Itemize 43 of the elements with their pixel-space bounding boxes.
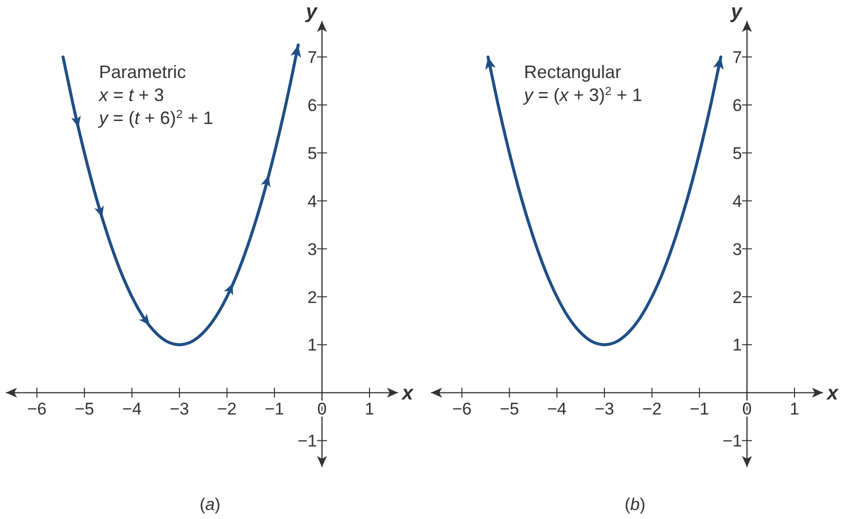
x-tick-label: −1 — [264, 400, 284, 419]
y-tick-label: 3 — [732, 240, 742, 259]
x-tick-label: −2 — [642, 400, 662, 419]
y-tick-label: 4 — [732, 192, 742, 211]
x-tick-label: −5 — [500, 400, 520, 419]
text: (a) — [200, 495, 220, 514]
y-tick-label: −1 — [298, 432, 317, 451]
text: (b) — [624, 495, 646, 514]
x-tick-label: 1 — [790, 400, 800, 419]
y-tick-label: 2 — [308, 288, 317, 307]
y-tick-label: 7 — [732, 48, 742, 67]
y-tick-label: 1 — [308, 336, 317, 355]
x-axis-title: x — [401, 382, 414, 405]
x-tick-label: −4 — [122, 400, 142, 419]
y-tick-label: 5 — [732, 144, 742, 163]
y-tick-label: 4 — [308, 192, 317, 211]
y-tick-label: 5 — [308, 144, 317, 163]
annotation: x = t + 3 — [98, 85, 164, 105]
y-tick-label: 3 — [308, 240, 317, 259]
x-tick-label: −2 — [217, 400, 237, 419]
line-series — [62, 43, 300, 346]
y-tick-label: −1 — [722, 432, 742, 451]
x-tick-label: −5 — [74, 400, 94, 419]
y-tick-label: 2 — [732, 288, 742, 307]
y-axis-title: y — [730, 1, 743, 23]
line-series — [486, 55, 722, 346]
annotation: Parametric — [99, 62, 186, 82]
x-tick-label: −1 — [690, 400, 710, 419]
x-tick-label: −6 — [452, 400, 472, 419]
y-tick-label: 7 — [308, 48, 317, 67]
x-tick-label: −6 — [27, 400, 47, 419]
y-tick-label: 6 — [732, 96, 742, 115]
x-axis-title: x — [826, 382, 839, 405]
x-tick-label: 1 — [364, 400, 374, 419]
x-tick-label: −3 — [594, 400, 614, 419]
y-tick-label: 6 — [308, 96, 317, 115]
annotation: Rectangular — [524, 62, 622, 82]
x-tick-label: −3 — [170, 400, 190, 419]
annotation: y = (t + 6)$^{2}$ + 1 — [97, 108, 214, 128]
y-axis-title: y — [304, 1, 318, 23]
y-tick-label: 1 — [732, 336, 742, 355]
x-tick-label: −4 — [547, 400, 567, 419]
annotation: y = (x + 3)$^{2}$ + 1 — [522, 84, 642, 105]
